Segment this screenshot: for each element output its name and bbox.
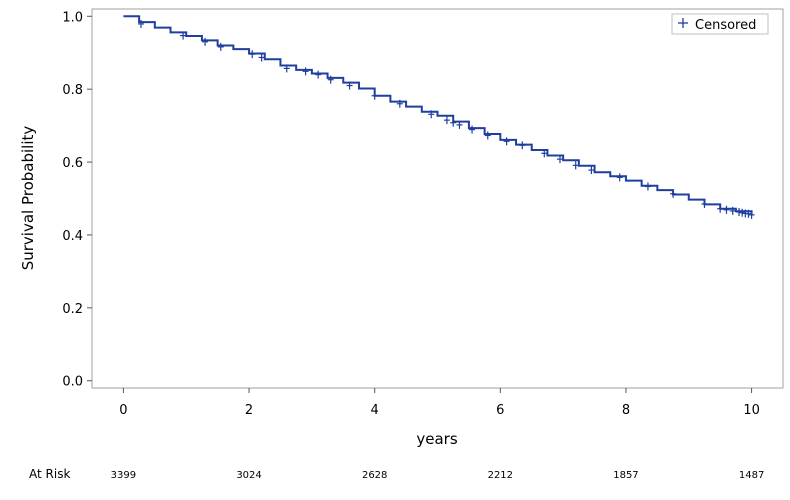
y-tick-label: 1.0 [62, 10, 83, 25]
x-axis: 0 2 4 6 8 10 [119, 388, 760, 418]
censor-mark [729, 206, 736, 215]
censor-mark [519, 141, 526, 150]
at-risk-value: 1857 [613, 470, 638, 481]
censor-mark [180, 31, 187, 40]
censor-mark [701, 199, 708, 208]
censor-mark [616, 173, 623, 182]
censor-mark [450, 118, 457, 127]
x-tick-label: 10 [743, 403, 760, 418]
censor-mark [302, 67, 309, 76]
censor-marks [137, 19, 755, 219]
censor-mark [723, 205, 730, 214]
censor-mark [484, 131, 491, 140]
y-tick-label: 0.4 [62, 229, 83, 244]
censor-mark [469, 125, 476, 134]
censor-mark [315, 70, 322, 79]
legend-box [671, 13, 769, 35]
censor-mark [572, 161, 579, 170]
x-tick-label: 4 [371, 403, 379, 418]
censor-mark [736, 207, 743, 216]
x-tick-label: 2 [245, 403, 253, 418]
censor-mark [327, 75, 334, 84]
censor-mark [745, 209, 752, 218]
y-tick-label: 0.0 [62, 375, 83, 390]
y-tick-label: 0.2 [62, 302, 83, 317]
x-tick-label: 6 [496, 403, 504, 418]
x-tick-label: 0 [119, 403, 127, 418]
y-tick-label: 0.8 [62, 83, 83, 98]
censor-mark [503, 137, 510, 146]
censor-mark [541, 149, 548, 158]
censor-mark [346, 81, 353, 90]
censor-mark [428, 110, 435, 119]
plot-area [123, 15, 755, 219]
censor-mark [644, 182, 651, 191]
censor-mark [443, 116, 450, 125]
censor-mark [748, 210, 755, 219]
at-risk-value: 1487 [739, 470, 764, 481]
legend: Censored [671, 13, 769, 35]
legend-label: Censored [695, 18, 756, 33]
at-risk-value: 2628 [362, 470, 387, 481]
at-risk-value: 3024 [236, 470, 261, 481]
y-axis: 0.0 0.2 0.4 0.6 0.8 1.0 [62, 10, 92, 390]
at-risk-value: 3399 [111, 470, 136, 481]
censor-mark [283, 64, 290, 73]
censor-mark [371, 91, 378, 100]
censor-mark [717, 204, 724, 213]
y-tick-label: 0.6 [62, 156, 83, 171]
censor-mark [739, 208, 746, 217]
at-risk-title: At Risk [29, 467, 70, 481]
legend-censored-icon [678, 18, 688, 28]
censor-mark [137, 19, 144, 28]
censor-mark [670, 189, 677, 198]
censor-mark [556, 155, 563, 164]
censor-mark [456, 120, 463, 129]
y-axis-title: Survival Probability [19, 126, 37, 271]
censor-mark [396, 99, 403, 108]
censor-mark [217, 42, 224, 51]
plot-frame [91, 8, 784, 389]
x-tick-label: 8 [622, 403, 630, 418]
survival-curve [123, 15, 753, 215]
censor-mark [249, 50, 256, 59]
x-axis-title: years [416, 430, 457, 448]
at-risk-value: 2212 [488, 470, 513, 481]
at-risk-row: 3399 3024 2628 2212 1857 1487 [111, 470, 765, 481]
censor-mark [258, 53, 265, 62]
censor-mark [588, 166, 595, 175]
censor-mark [202, 37, 209, 46]
